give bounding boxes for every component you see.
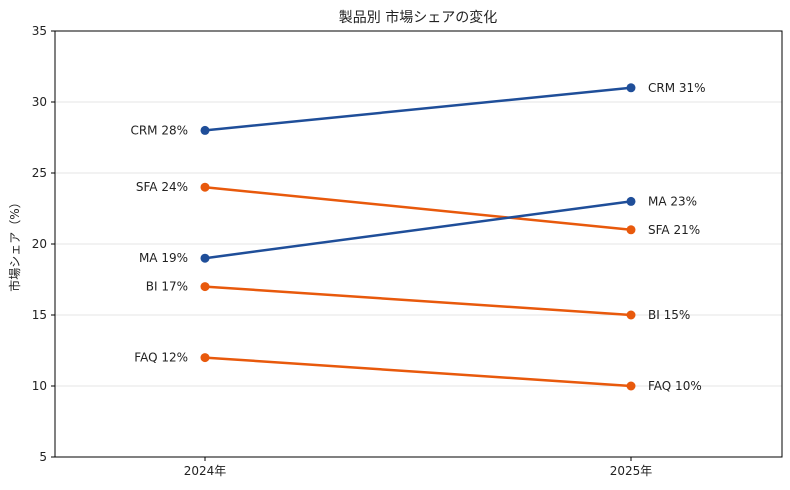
series-bi: BI 17% BI 15%: [146, 280, 691, 322]
data-label-ma: MA 19%: [139, 251, 188, 265]
series-sfa: SFA 24% SFA 21%: [136, 180, 700, 237]
data-label-faq: FAQ 10%: [648, 379, 702, 393]
data-label-crm: CRM 28%: [130, 123, 188, 137]
series-crm: CRM 28% CRM 31%: [130, 81, 705, 138]
y-tick-label: 15: [32, 308, 47, 322]
data-point-bi: [200, 282, 210, 292]
y-axis: 5 10 15 20 25 30 35: [32, 24, 55, 464]
series-faq: FAQ 12% FAQ 10%: [134, 351, 701, 393]
data-point-crm: [626, 83, 636, 93]
series-line-faq: [203, 356, 633, 388]
data-point-bi: [626, 310, 636, 320]
data-label-bi: BI 15%: [648, 308, 690, 322]
data-label-crm: CRM 31%: [648, 81, 706, 95]
data-label-ma: MA 23%: [648, 194, 697, 208]
y-axis-title: 市場シェア（%）: [7, 196, 22, 291]
data-label-sfa: SFA 24%: [136, 180, 188, 194]
data-point-crm: [200, 125, 210, 135]
series-ma: MA 19% MA 23%: [139, 194, 697, 265]
y-tick-label: 30: [32, 95, 47, 109]
y-tick-label: 25: [32, 166, 47, 180]
data-point-sfa: [200, 182, 210, 192]
y-tick-label: 5: [39, 450, 47, 464]
grid-lines: [55, 101, 782, 387]
series-line-ma: [203, 200, 633, 260]
data-label-sfa: SFA 21%: [648, 223, 700, 237]
y-tick-label: 10: [32, 379, 47, 393]
series-group: CRM 28% CRM 31% SFA 24% SFA 21% MA 19% MA 23%…: [130, 81, 705, 393]
series-line-crm: [203, 86, 633, 132]
x-axis: 2024年 2025年: [184, 457, 653, 478]
series-line-bi: [203, 285, 633, 317]
y-tick-label: 20: [32, 237, 47, 251]
data-point-ma: [200, 253, 210, 263]
data-label-faq: FAQ 12%: [134, 351, 188, 365]
data-label-bi: BI 17%: [146, 280, 188, 294]
data-point-faq: [626, 381, 636, 391]
data-point-faq: [200, 353, 210, 363]
chart-title: 製品別 市場シェアの変化: [339, 9, 497, 26]
data-point-sfa: [626, 225, 636, 235]
y-tick-label: 35: [32, 24, 47, 38]
x-tick-label: 2024年: [184, 464, 227, 478]
x-tick-label: 2025年: [610, 464, 653, 478]
data-point-ma: [626, 196, 636, 206]
series-line-sfa: [203, 185, 633, 232]
